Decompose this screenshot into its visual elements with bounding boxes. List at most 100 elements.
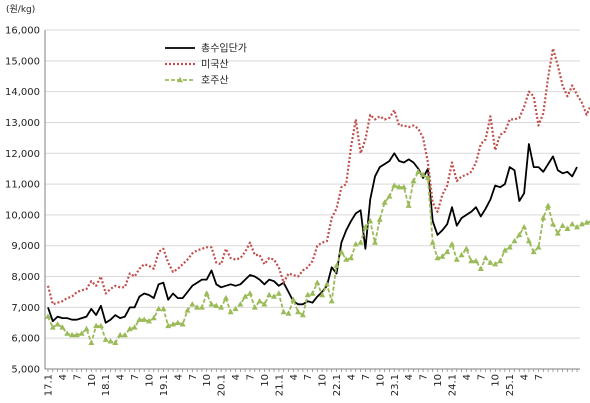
- x-tick-label: 7: [72, 374, 83, 380]
- data-point-marker: [83, 325, 90, 332]
- y-tick-label: 9,000: [11, 241, 40, 252]
- data-point-marker: [251, 304, 258, 310]
- data-point-marker: [564, 225, 571, 231]
- series-line-3: [47, 170, 590, 344]
- data-point-marker: [578, 221, 585, 227]
- y-tick-label: 8,000: [11, 272, 40, 283]
- data-point-marker: [328, 298, 335, 304]
- data-point-marker: [73, 331, 80, 338]
- data-point-marker: [290, 296, 297, 302]
- data-point-marker: [497, 257, 504, 264]
- data-point-marker: [309, 290, 316, 296]
- data-point-marker: [449, 241, 455, 247]
- data-point-marker: [424, 174, 431, 181]
- x-tick-label: 7: [361, 374, 372, 380]
- data-point-marker: [487, 259, 494, 265]
- data-point-marker: [198, 304, 205, 310]
- x-tick-label: 7: [130, 374, 141, 380]
- x-tick-label: 4: [58, 374, 69, 380]
- x-tick-label: 7: [476, 374, 487, 380]
- y-tick-label: 7,000: [11, 303, 40, 314]
- x-tick-label: 7: [188, 374, 199, 380]
- data-point-marker: [69, 331, 75, 338]
- x-tick-label: 10: [202, 374, 213, 387]
- data-point-marker: [299, 311, 306, 318]
- data-point-marker: [93, 322, 100, 329]
- data-point-marker: [222, 294, 229, 301]
- data-point-marker: [516, 231, 523, 238]
- y-tick-label: 11,000: [5, 180, 40, 191]
- data-point-marker: [285, 310, 292, 316]
- data-point-marker: [45, 313, 51, 319]
- data-point-marker: [540, 214, 547, 221]
- data-point-marker: [468, 257, 475, 264]
- data-point-marker: [170, 321, 176, 327]
- data-point-marker: [501, 247, 508, 253]
- data-point-marker: [439, 253, 446, 259]
- data-point-marker: [165, 322, 172, 329]
- data-point-marker: [444, 248, 451, 255]
- data-point-marker: [372, 239, 378, 245]
- data-point-marker: [362, 224, 369, 230]
- data-point-marker: [376, 216, 383, 222]
- series-line-2: [46, 47, 590, 306]
- x-tick-label: 17.1: [44, 374, 55, 396]
- x-tick-label: 10: [375, 374, 386, 387]
- data-point-marker: [391, 182, 398, 188]
- data-point-marker: [146, 318, 152, 324]
- data-point-marker: [208, 301, 215, 307]
- x-tick-label: 7: [534, 374, 545, 380]
- x-tick-label: 10: [144, 374, 155, 387]
- legend-label-3: 호주산: [201, 75, 229, 87]
- data-point-marker: [550, 221, 556, 227]
- data-point-marker: [97, 322, 104, 329]
- data-point-marker: [141, 316, 148, 322]
- y-tick-label: 15,000: [5, 56, 40, 67]
- data-point-marker: [343, 256, 350, 262]
- x-tick-label: 25.1: [505, 374, 516, 396]
- data-point-marker: [150, 314, 157, 321]
- data-point-marker: [160, 305, 167, 312]
- x-tick-label: 18.1: [101, 374, 112, 396]
- data-point-marker: [121, 331, 128, 338]
- data-point-marker: [492, 261, 499, 267]
- data-point-marker: [348, 254, 354, 261]
- data-point-marker: [88, 339, 95, 345]
- data-point-marker: [280, 308, 287, 315]
- data-point-marker: [275, 290, 282, 296]
- legend-marker: [177, 76, 183, 83]
- data-point-marker: [429, 239, 436, 245]
- data-point-marker: [227, 308, 234, 315]
- data-point-marker: [319, 291, 326, 298]
- data-point-marker: [261, 301, 268, 307]
- data-point-marker: [78, 330, 85, 336]
- data-point-marker: [112, 339, 119, 345]
- data-point-marker: [574, 224, 580, 230]
- x-tick-label: 10: [260, 374, 271, 387]
- data-point-marker: [232, 305, 239, 312]
- data-point-marker: [525, 237, 532, 244]
- x-tick-label: 10: [433, 374, 444, 387]
- data-point-marker: [247, 290, 253, 296]
- x-tick-label: 10: [87, 374, 98, 387]
- data-point-marker: [482, 254, 489, 261]
- x-tick-label: 4: [404, 374, 415, 380]
- x-tick-label: 4: [462, 374, 473, 380]
- data-point-marker: [453, 256, 460, 262]
- legend-label-1: 총수입단가: [201, 42, 247, 55]
- data-point-marker: [184, 307, 191, 313]
- data-point-marker: [434, 254, 441, 261]
- data-point-marker: [400, 184, 407, 190]
- data-point-marker: [420, 171, 427, 177]
- x-tick-label: 20.1: [217, 374, 228, 396]
- data-point-marker: [367, 217, 374, 224]
- data-point-marker: [545, 202, 552, 208]
- series: [45, 47, 590, 345]
- data-point-marker: [203, 290, 210, 296]
- data-point-marker: [511, 237, 518, 244]
- data-point-marker: [64, 330, 71, 336]
- data-point-marker: [242, 293, 249, 299]
